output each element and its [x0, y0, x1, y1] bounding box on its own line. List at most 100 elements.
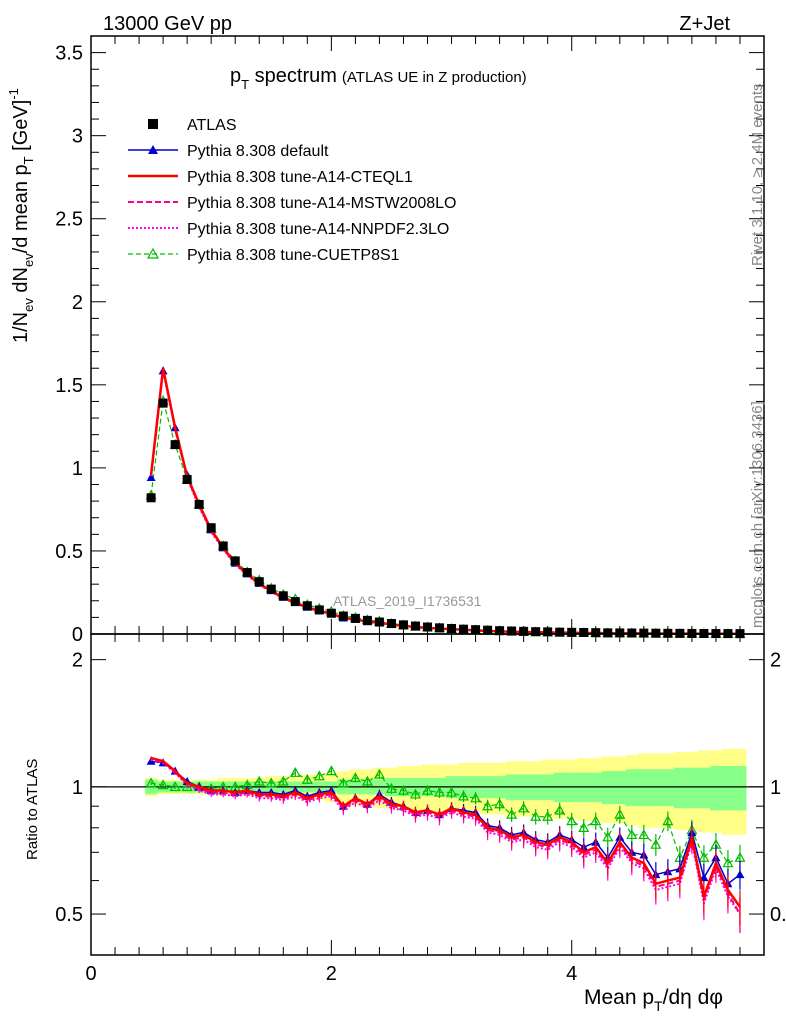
atlas-data-point — [146, 493, 156, 503]
ratio-cuetp8s1-point — [638, 829, 650, 840]
ratio-cuetp8s1-point — [554, 804, 566, 815]
ratio-cuetp8s1-point — [337, 777, 349, 788]
ratio-cuetp8s1-point — [157, 779, 169, 790]
ratio-nnpdf23lo-line — [150, 758, 741, 915]
atlas-data-point — [350, 613, 360, 623]
band-inner-bin — [685, 767, 699, 809]
legend-atlas-marker — [148, 119, 158, 129]
ratio-mstw2008lo-line — [150, 757, 741, 915]
y-axis-label: 1/Nev dNev/d mean pT [GeV]-1 — [6, 88, 36, 343]
series-default-point — [146, 472, 156, 481]
atlas-data-point — [158, 398, 168, 408]
ratio-cuetp8s1-point — [722, 857, 734, 868]
ratio-cuetp8s1-point — [614, 808, 626, 819]
mcplots-label: mcplots.cern.ch [arXiv:1306.3436] — [749, 401, 766, 628]
legend-nnpdf23lo-label: Pythia 8.308 tune-A14-NNPDF2.3LO — [187, 221, 449, 238]
ratio-cuetp8s1-point — [482, 800, 494, 811]
band-inner-bin — [649, 769, 663, 807]
ratio-cuetp8s1-point — [446, 786, 458, 797]
ratio-cuetp8s1-point — [470, 792, 482, 803]
ratio-cuetp8s1-point — [253, 775, 265, 786]
band-inner-bin — [709, 766, 723, 811]
y-tick-label: 1.5 — [55, 375, 83, 397]
atlas-data-point — [230, 556, 240, 566]
ratio-cuetp8s1-point — [433, 786, 446, 797]
atlas-data-point — [182, 475, 192, 485]
atlas-data-point — [206, 523, 216, 533]
ratio-cuetp8s1-point — [578, 822, 590, 832]
watermark: ATLAS_2019_I1736531 — [333, 593, 482, 609]
atlas-data-point — [266, 584, 276, 594]
band-inner-bin — [613, 771, 627, 805]
ratio-cuetp8s1-point — [145, 777, 157, 788]
atlas-data-point — [290, 597, 300, 607]
ratio-y-tick-label-right: 1 — [770, 777, 781, 799]
atlas-data-point — [603, 628, 613, 638]
atlas-data-point — [302, 601, 312, 611]
plot-title: pT spectrum (ATLAS UE in Z production) — [230, 65, 527, 92]
legend-default-marker — [148, 145, 158, 154]
x-axis-label: Mean pT/dη dφ — [584, 986, 723, 1014]
ratio-cuetp8s1-point — [590, 815, 602, 826]
atlas-data-point — [338, 611, 348, 621]
band-inner-bin — [721, 766, 735, 811]
ratio-cuetp8s1-point — [301, 773, 313, 784]
ratio-cuetp8s1-point — [385, 782, 397, 793]
band-inner-bin — [637, 769, 651, 807]
y-tick-label: 3 — [72, 126, 83, 148]
ratio-cuetp8s1-point — [566, 815, 578, 826]
atlas-data-point — [170, 440, 180, 450]
ratio-cuetp8s1-point — [662, 815, 674, 826]
ratio-cuetp8s1-point — [361, 775, 373, 786]
atlas-data-point — [459, 624, 469, 634]
atlas-data-point — [374, 617, 384, 627]
legend-mstw2008lo-label: Pythia 8.308 tune-A14-MSTW2008LO — [187, 195, 456, 212]
ratio-cuetp8s1-point — [542, 810, 554, 821]
band-inner-bin — [673, 767, 687, 809]
ratio-y-tick-label-right: 2 — [770, 650, 781, 672]
x-tick-label: 4 — [566, 963, 577, 985]
rivet-label: Rivet 3.1.10, ≥ 2.4M events — [749, 84, 766, 267]
ratio-cuetp8s1-point — [397, 784, 409, 795]
atlas-data-point — [278, 591, 288, 601]
ratio-cuetp8s1-point — [650, 838, 662, 849]
x-tick-label: 2 — [326, 963, 337, 985]
ratio-default-point — [735, 870, 745, 879]
band-inner-bin — [625, 769, 639, 807]
band-inner-bin — [733, 766, 747, 811]
legend-cteql1-label: Pythia 8.308 tune-A14-CTEQL1 — [187, 169, 413, 186]
legend-default-label: Pythia 8.308 default — [187, 143, 329, 160]
ratio-cuetp8s1-point — [277, 775, 289, 786]
ratio-cuetp8s1-point — [313, 770, 325, 781]
ratio-y-axis-label: Ratio to ATLAS — [24, 759, 41, 860]
ratio-cuetp8s1-point — [506, 808, 518, 819]
band-inner-bin — [601, 771, 615, 805]
ratio-cuetp8s1-point — [181, 781, 193, 792]
atlas-data-point — [218, 541, 228, 551]
ratio-cuetp8s1-point — [602, 831, 614, 842]
ratio-cuetp8s1-point — [421, 784, 434, 795]
atlas-data-point — [398, 620, 408, 630]
ratio-y-tick-label: 1 — [72, 777, 83, 799]
atlas-data-point — [651, 628, 661, 638]
ratio-cuetp8s1-point — [494, 798, 506, 809]
ratio-default-point — [699, 873, 709, 882]
ratio-cuetp8s1-point — [373, 768, 385, 779]
header-energy: 13000 GeV pp — [103, 13, 232, 35]
main-panel: 0 0.5 1 1.5 2 2.5 3 3.5 — [55, 35, 765, 646]
y-tick-label: 2 — [72, 292, 83, 314]
atlas-data-point — [435, 623, 445, 633]
ratio-cuetp8s1-point — [698, 851, 710, 862]
ratio-cuetp8s1-point — [626, 829, 638, 840]
header-process: Z+Jet — [679, 13, 730, 35]
legend-atlas-label: ATLAS — [187, 117, 237, 134]
ratio-cuetp8s1-point — [265, 777, 277, 788]
y-tick-label: 1 — [72, 458, 83, 480]
ratio-panel: 0 2 4 0.5 0.5 1 1 2 2 — [55, 633, 786, 985]
atlas-data-point — [362, 615, 372, 625]
ratio-y-tick-label: 2 — [72, 650, 83, 672]
atlas-data-point — [555, 627, 565, 637]
ratio-cuetp8s1-point — [518, 802, 530, 813]
atlas-data-point — [507, 626, 517, 636]
